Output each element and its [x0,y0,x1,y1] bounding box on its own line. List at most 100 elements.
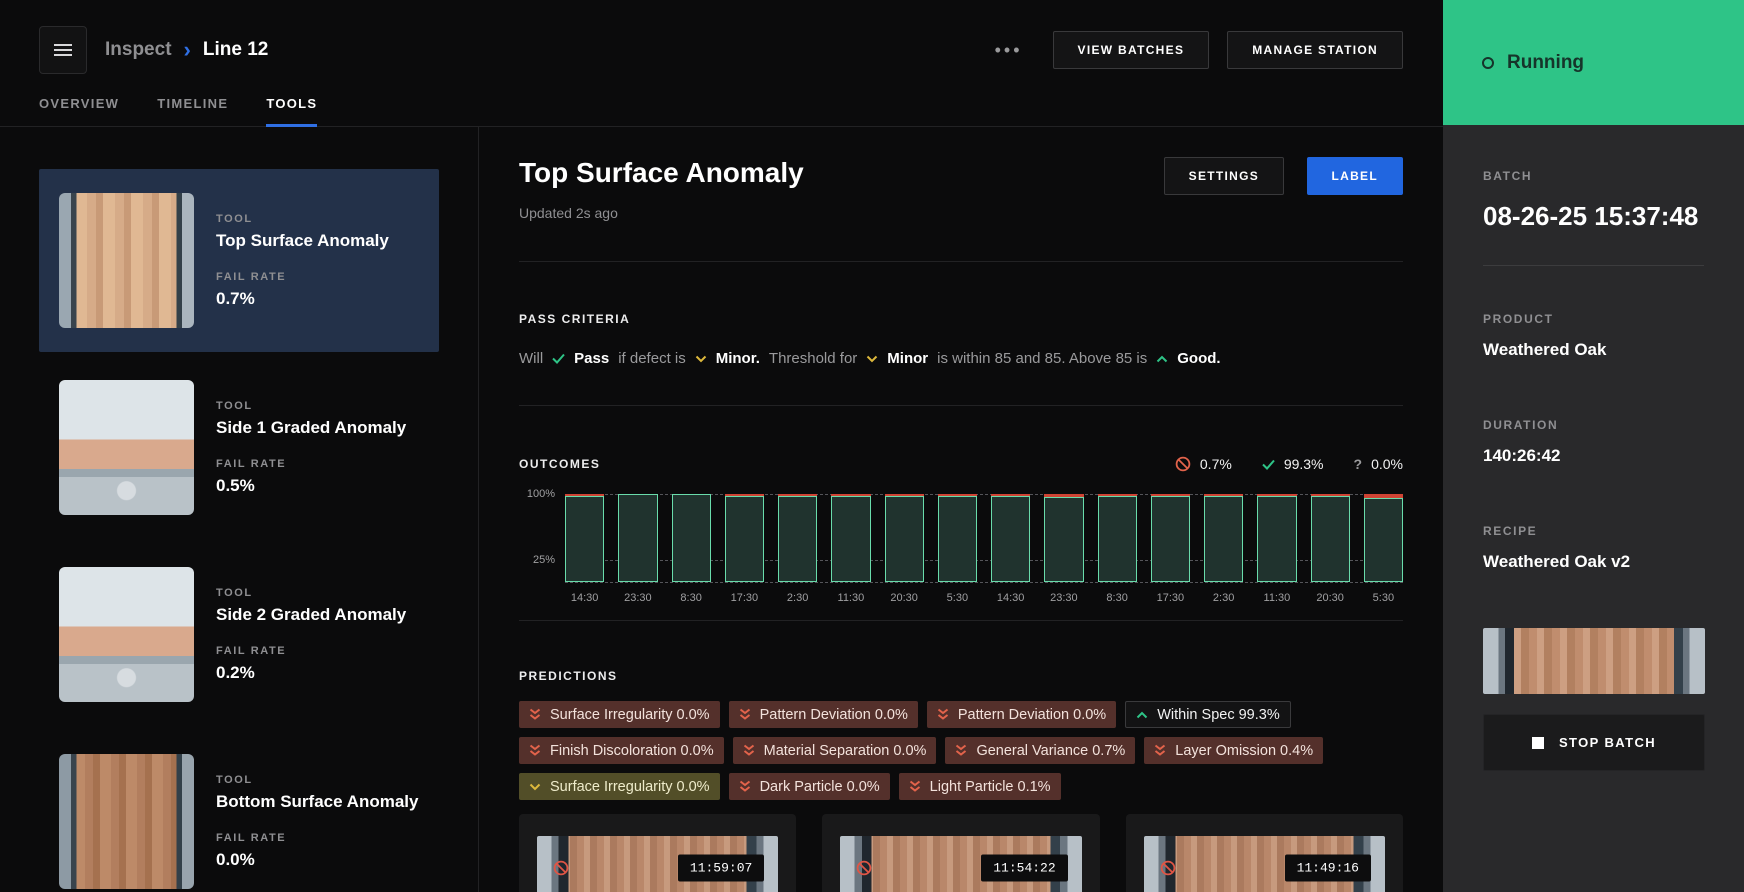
predictions-heading: PREDICTIONS [519,669,618,683]
outcome-bar [1204,494,1244,582]
tool-list-item[interactable]: TOOL Side 1 Graded Anomaly FAIL RATE 0.5% [39,356,439,539]
chip-row: Surface Irregularity 0.0% Pattern Deviati… [519,701,1403,728]
double-chevron-down-icon [529,744,541,757]
manage-station-button[interactable]: MANAGE STATION [1227,31,1403,69]
sample-card[interactable]: 11:59:07 [519,814,797,892]
tab-timeline[interactable]: TIMELINE [157,96,229,111]
legend-value: 0.0% [1371,456,1403,472]
bar-pass-segment [884,496,924,582]
prediction-chip[interactable]: Within Spec 99.3% [1125,701,1291,728]
stop-batch-button[interactable]: STOP BATCH [1483,714,1705,771]
detail-header: Top Surface Anomaly Updated 2s ago SETTI… [519,157,1403,221]
legend-item[interactable]: 0.7% [1175,456,1232,472]
fail-rate-label: FAIL RATE [216,644,287,657]
criteria-text: Will [519,350,544,367]
chip-label: Surface Irregularity 0.0% [550,778,710,795]
legend-item[interactable]: 99.3% [1262,456,1324,472]
pass-criteria-heading: PASS CRITERIA [519,312,631,326]
recipe-value: Weathered Oak v2 [1483,552,1631,571]
hamburger-menu-button[interactable] [39,26,87,74]
bar-fail-segment [831,494,871,496]
page-title: Top Surface Anomaly [519,157,804,188]
prediction-chip[interactable]: Pattern Deviation 0.0% [926,701,1117,728]
prediction-chip[interactable]: General Variance 0.7% [945,737,1136,764]
tool-type-label: TOOL [216,586,253,599]
chart-bars [565,494,1403,582]
chart-y-axis: 100% 25% [519,488,565,582]
settings-button[interactable]: SETTINGS [1163,157,1285,195]
tool-name: Side 1 Graded Anomaly [216,417,407,437]
more-options-button[interactable]: ••• [994,39,1023,60]
divider [519,261,1403,262]
chevron-down-icon [866,355,878,363]
tool-type-label: TOOL [216,212,253,225]
legend-item[interactable]: ? 0.0% [1354,456,1403,472]
criteria-value[interactable]: Good. [1177,350,1221,367]
sample-card[interactable]: 11:49:16 [1125,814,1403,892]
view-batches-button[interactable]: VIEW BATCHES [1052,31,1210,69]
x-axis-label: 8:30 [680,592,702,604]
status-banner: Running [1443,0,1744,125]
bar-pass-segment [724,496,764,582]
chart-x-labels: 14:30 23:30 8:30 17:30 2:30 11:30 20:30 5:30 14:… [565,592,1403,604]
gridline-100 [565,494,1403,495]
gridline-0 [565,582,1403,583]
double-chevron-down-icon [739,780,751,793]
prediction-chip[interactable]: Surface Irregularity 0.0% [519,701,720,728]
tool-list-item[interactable]: TOOL Side 2 Graded Anomaly FAIL RATE 0.2% [39,543,439,726]
criteria-value[interactable]: Minor [887,350,929,367]
bar-pass-segment [778,496,818,582]
outcome-bar [1257,494,1297,582]
bar-fail-segment [937,494,977,496]
x-axis-label: 23:30 [624,592,652,604]
chip-label: Light Particle 0.1% [929,778,1051,795]
bar-pass-segment [671,494,711,582]
pass-criteria-sentence: Will Pass if defect is Minor. Threshold for M… [519,350,1403,367]
prediction-chip[interactable]: Dark Particle 0.0% [728,773,890,800]
x-axis-label: 5:30 [946,592,969,604]
criteria-value[interactable]: Minor. [715,350,760,367]
bar-fail-segment [1310,494,1350,496]
status-circle-icon [1482,56,1494,69]
bar-pass-segment [1257,496,1297,582]
prediction-chip[interactable]: Pattern Deviation 0.0% [728,701,918,728]
breadcrumb: Inspect › Line 12 [105,37,268,63]
tool-list-item[interactable]: TOOL Bottom Surface Anomaly FAIL RATE 0.0% [39,730,439,892]
label-button[interactable]: LABEL [1306,157,1403,195]
no-entry-icon [553,860,569,876]
fail-rate-label: FAIL RATE [216,270,287,283]
outcome-bar [937,494,977,582]
breadcrumb-parent[interactable]: Inspect [105,39,172,60]
tab-tools[interactable]: TOOLS [266,96,318,127]
chip-label: Surface Irregularity 0.0% [550,706,710,723]
prediction-chip[interactable]: Layer Omission 0.4% [1144,737,1324,764]
tab-overview[interactable]: OVERVIEW [39,96,120,111]
double-chevron-down-icon [937,708,949,721]
legend-value: 0.7% [1199,456,1232,472]
prediction-chip[interactable]: Material Separation 0.0% [732,737,937,764]
sample-card[interactable]: 11:54:22 [822,814,1100,892]
prediction-chip[interactable]: Finish Discoloration 0.0% [519,737,724,764]
outcomes-header-row: OUTCOMES 0.7% 99.3%? 0.0% [519,456,1403,472]
criteria-value[interactable]: Pass [574,350,610,367]
x-axis-label: 17:30 [1156,592,1185,604]
bar-pass-segment [1150,496,1190,582]
tool-list-item[interactable]: TOOL Top Surface Anomaly FAIL RATE 0.7% [39,169,439,352]
bar-pass-segment [831,496,871,582]
chip-label: General Variance 0.7% [976,742,1126,759]
y-tick-25: 25% [532,554,555,566]
bar-fail-segment [1363,494,1403,498]
tool-name: Top Surface Anomaly [216,230,389,250]
outcome-bar [565,494,605,582]
tool-name: Side 2 Graded Anomaly [216,604,407,624]
chevron-up-icon [1156,355,1168,363]
prediction-chip[interactable]: Surface Irregularity 0.0% [519,773,720,800]
prediction-chip[interactable]: Light Particle 0.1% [898,773,1061,800]
bar-fail-segment [1044,494,1084,497]
bar-pass-segment [1044,497,1084,582]
tool-list: TOOL Top Surface Anomaly FAIL RATE 0.7% TOOL… [0,127,478,892]
chevron-up-icon [1136,711,1148,719]
fail-rate-value: 0.2% [216,662,255,682]
question-icon: ? [1353,456,1363,472]
